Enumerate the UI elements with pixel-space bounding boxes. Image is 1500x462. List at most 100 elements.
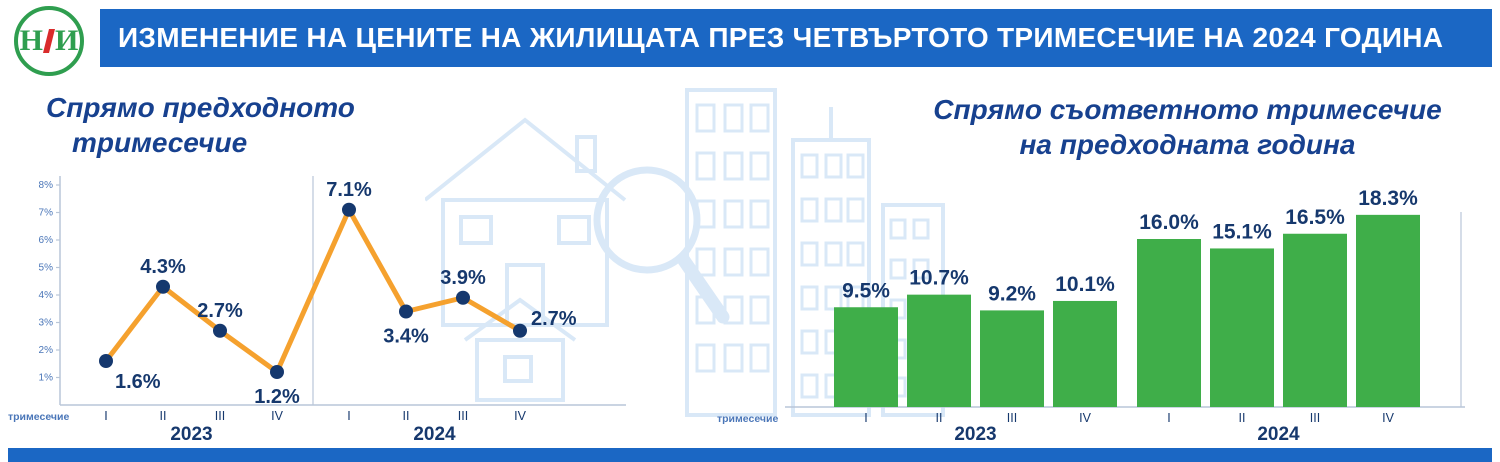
data-point [456,290,470,305]
window [846,153,865,179]
magnifier-icon [593,166,730,324]
point-label: 3.9% [440,267,486,289]
bar-chart-title-line2: на предходната година [1019,129,1356,160]
quarter-label: II [1239,411,1246,425]
y-tick-label: 6% [39,235,54,246]
window [824,285,843,311]
quarter-label: II [936,411,943,425]
window [749,343,770,373]
window [749,295,770,325]
quarter-label: III [215,409,225,423]
window [824,241,843,267]
line-chart-title: Спрямо предходното тримесечие [46,90,446,160]
bar [1283,233,1347,407]
window [800,329,819,355]
window [749,199,770,229]
year-label: 2023 [170,424,212,445]
y-tick-label: 3% [39,318,54,329]
bar-label: 16.0% [1139,211,1199,234]
quarter-label: IV [514,409,526,423]
line-chart-title-line2: тримесечие [72,127,248,158]
window [889,218,907,240]
year-label: 2024 [413,424,456,445]
quarter-label: III [458,409,468,423]
bar-label: 16.5% [1285,206,1345,229]
bar-label: 9.5% [842,279,890,302]
window [800,197,819,223]
window [800,373,819,399]
house-icon [425,117,627,327]
window [846,197,865,223]
window [749,247,770,277]
window [749,103,770,133]
y-tick-label: 7% [39,208,54,219]
window [723,247,744,277]
data-point [270,365,284,379]
header-bar: ИЗМЕНЕНИЕ НА ЦЕНИТЕ НА ЖИЛИЩАТА ПРЕЗ ЧЕТ… [100,9,1492,67]
logo-letter-right: И [55,24,79,57]
window [749,151,770,181]
point-label: 2.7% [531,308,577,330]
window [695,151,716,181]
quarter-label: IV [1079,411,1091,425]
bar-label: 18.3% [1358,187,1418,210]
footer-bar [8,448,1492,462]
window [723,199,744,229]
window [912,218,930,240]
quarter-label: I [1167,411,1170,425]
bar-label: 9.2% [988,282,1036,305]
y-tick-label: 8% [39,180,54,191]
line-chart: 1% 2% 3% 4% 5% 6% 7% 8% 1.6% 4.3% 2.7% 1.2% 7.1% 3.4%… [8,176,626,445]
line-chart-title-line1: Спрямо предходното [46,92,355,123]
axis-caption: тримесечие [8,411,69,423]
bar [907,294,971,407]
small-house-icon [463,297,577,402]
quarter-label: III [1310,411,1320,425]
window [695,103,716,133]
window [912,258,930,280]
bar-chart: 9.5% I 10.7% II 9.2% III 10.1% IV 16.0% I 15.1% II 1… [717,187,1465,445]
y-tick-label: 2% [39,345,54,356]
window [723,151,744,181]
window [723,103,744,133]
bar [1053,300,1117,407]
data-point [399,304,413,319]
point-label: 4.3% [140,256,186,278]
bar [1210,248,1274,407]
bar [1356,214,1420,407]
line-series [103,207,523,375]
page-title: ИЗМЕНЕНИЕ НА ЦЕНИТЕ НА ЖИЛИЩАТА ПРЕЗ ЧЕТ… [118,22,1444,53]
data-point [213,323,227,338]
data-point [99,354,113,368]
nsi-logo: Н И [14,6,84,76]
y-tick-label: 4% [39,290,54,301]
y-tick-label: 1% [39,373,54,384]
quarter-label: II [160,409,167,423]
bar-label: 15.1% [1212,220,1272,243]
point-label: 1.6% [115,371,161,393]
point-label: 7.1% [326,179,372,201]
window [723,343,744,373]
quarter-label: I [864,411,867,425]
point-label: 3.4% [383,326,429,348]
bar [834,307,898,407]
logo-letter-left: Н [19,24,43,57]
window [800,285,819,311]
bar-label: 10.7% [909,267,969,290]
bar-chart-title-line1: Спрямо съответното тримесечие [933,94,1442,125]
quarter-label: III [1007,411,1017,425]
quarter-label: IV [1382,411,1394,425]
quarter-label: IV [271,409,283,423]
bar-chart-title: Спрямо съответното тримесечие на предход… [900,92,1475,162]
y-tick-label: 5% [39,263,54,274]
window [846,241,865,267]
window [695,343,716,373]
quarter-label: I [347,409,350,423]
window [824,197,843,223]
window [800,153,819,179]
point-label: 1.2% [254,386,300,408]
data-point [156,279,170,294]
window [695,247,716,277]
window [889,258,907,280]
